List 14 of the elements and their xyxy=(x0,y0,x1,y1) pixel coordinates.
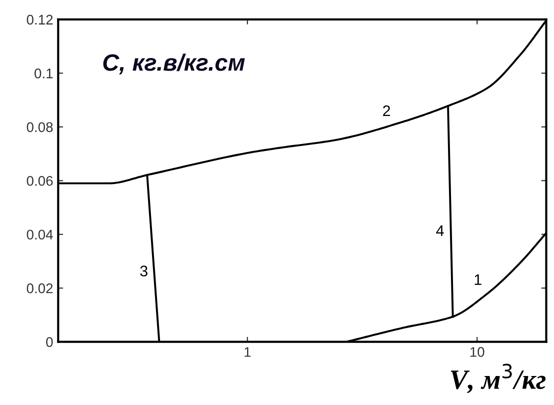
y-tick-label: 0.1 xyxy=(34,68,53,78)
x-axis-title: V, м$^{3}$/кг xyxy=(450,364,546,394)
y-tick-label: 0.02 xyxy=(26,283,53,294)
y-tick-label: 0 xyxy=(46,337,53,347)
y-tick-label: 0.06 xyxy=(26,176,53,186)
series-label: 3 xyxy=(140,266,148,276)
x-tick-label: 10 xyxy=(470,347,484,357)
text: C, кг.в/кг.см xyxy=(103,54,245,74)
series-label: 4 xyxy=(436,225,444,236)
y-tick-label: 0.08 xyxy=(26,122,53,132)
y-tick-label: 0.12 xyxy=(26,14,53,25)
series-label: 1 xyxy=(474,274,482,285)
y-tick-label: 0.04 xyxy=(26,230,53,240)
series-label: 2 xyxy=(383,105,390,116)
